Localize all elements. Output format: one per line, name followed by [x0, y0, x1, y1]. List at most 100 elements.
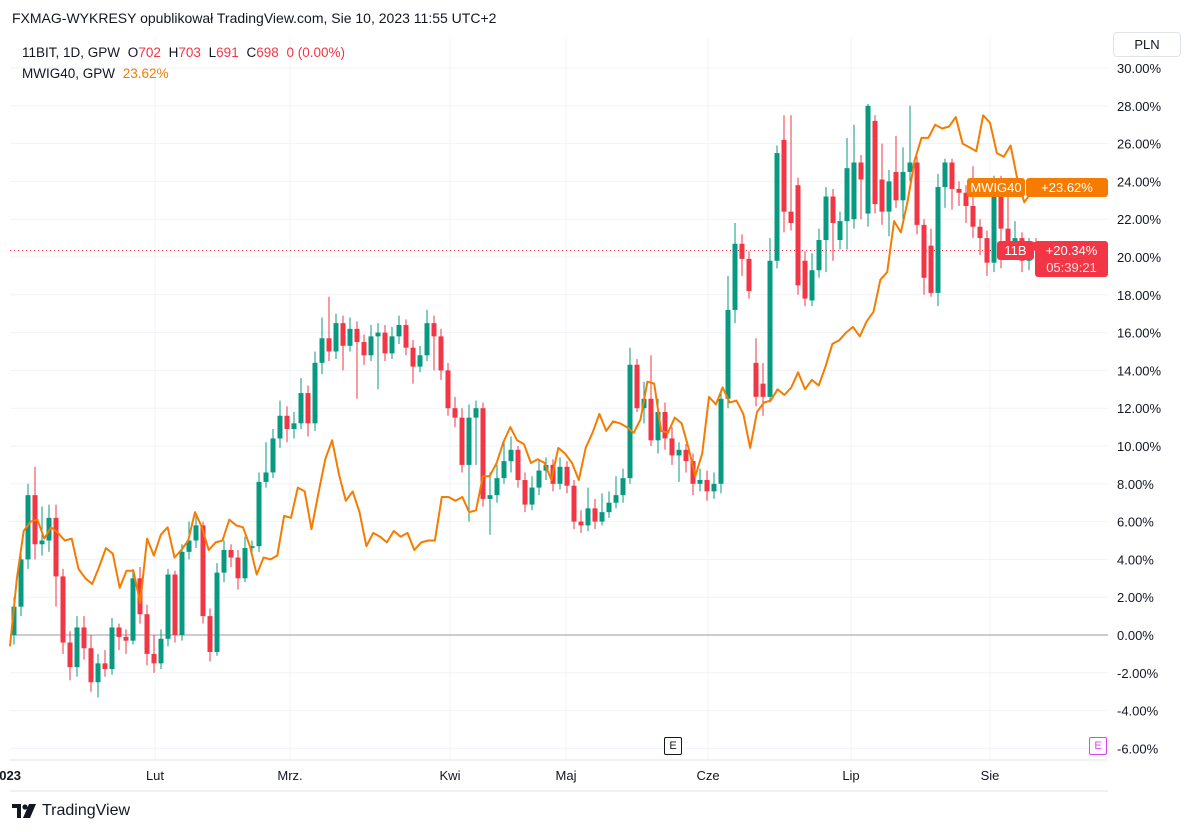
candle-body	[270, 438, 276, 473]
candle-body	[970, 205, 976, 227]
candle-body	[95, 663, 101, 683]
candle	[494, 464, 500, 503]
candle	[242, 536, 248, 583]
candle	[228, 544, 234, 567]
candle-body	[235, 557, 241, 579]
candle	[32, 466, 38, 560]
candle-body	[67, 642, 73, 668]
candle-body	[711, 483, 717, 492]
y-tick-label: 6.00%	[1117, 515, 1154, 530]
candle	[291, 411, 297, 439]
candle-body	[242, 548, 248, 579]
candle-body	[277, 415, 283, 439]
candles	[11, 103, 1039, 698]
candle	[235, 549, 241, 590]
candle-body	[606, 502, 612, 513]
x-tick-label: Maj	[556, 768, 577, 783]
candle	[739, 234, 745, 276]
candle-body	[767, 260, 773, 397]
candle	[354, 321, 360, 399]
candle	[277, 400, 283, 448]
candle-body	[102, 663, 108, 670]
y-tick-label: 20.00%	[1117, 250, 1162, 265]
candle	[956, 181, 962, 206]
price-axis[interactable]: 30.00% 28.00% 26.00% 24.00% 22.00% 20.00% 18.0…	[1117, 61, 1162, 756]
candle	[284, 406, 290, 443]
candle-body	[704, 480, 710, 492]
candle	[431, 315, 437, 371]
currency-button[interactable]: PLN	[1113, 32, 1181, 57]
candle	[207, 608, 213, 662]
candle	[613, 476, 619, 509]
candle-body	[739, 243, 745, 259]
candle	[900, 147, 906, 220]
candle-body	[760, 383, 766, 397]
x-tick-label: Lut	[146, 768, 164, 783]
upcoming-earnings-event-marker[interactable]: E	[1089, 737, 1107, 755]
candle-body	[683, 449, 689, 462]
candle-body	[886, 181, 892, 212]
candle-body	[298, 393, 304, 424]
candle	[886, 170, 892, 237]
candle-body	[431, 323, 437, 337]
candle-body	[795, 185, 801, 286]
y-tick-label: 12.00%	[1117, 401, 1162, 416]
legend-high-label: H	[168, 45, 179, 60]
candle	[774, 145, 780, 269]
candle	[858, 154, 864, 220]
earnings-event-marker[interactable]: E	[664, 737, 682, 755]
candle	[305, 385, 311, 437]
candle-body	[935, 187, 941, 293]
tradingview-logo[interactable]: TradingView	[12, 802, 130, 820]
candle	[921, 219, 927, 295]
candle-body	[109, 627, 115, 670]
candle	[270, 428, 276, 479]
candle-body	[634, 364, 640, 409]
candle	[718, 389, 724, 494]
candle	[767, 238, 773, 403]
y-tick-label: 28.00%	[1117, 99, 1162, 114]
candle	[830, 188, 836, 261]
legend-open-value: 702	[138, 45, 161, 60]
chart-legend: 11BIT, 1D, GPW O702 H703 L691 C698 0 (0.…	[22, 42, 349, 84]
candle	[347, 317, 353, 352]
y-tick-label: 2.00%	[1117, 590, 1154, 605]
candle-body	[501, 461, 507, 479]
time-axis[interactable]: 2023 Lut Mrz. Kwi Maj Cze Lip Sie	[0, 768, 999, 783]
candle-body	[585, 508, 591, 526]
candle	[459, 408, 465, 473]
candle	[179, 544, 185, 641]
candle	[732, 222, 738, 324]
candle	[571, 480, 577, 530]
tradingview-wordmark: TradingView	[42, 802, 131, 819]
candle	[424, 309, 430, 361]
candle-body	[865, 105, 871, 214]
y-tick-label: -4.00%	[1117, 704, 1159, 719]
candle-body	[347, 328, 353, 346]
candle-body	[354, 328, 360, 343]
candle-body	[620, 478, 626, 496]
legend-open-label: O	[127, 45, 139, 60]
legend-compare-symbol: MWIG40, GPW	[22, 66, 116, 81]
candle	[984, 230, 990, 276]
candle-body	[368, 336, 374, 356]
candle-body	[116, 627, 122, 637]
y-tick-label: -6.00%	[1117, 741, 1159, 756]
candle	[67, 631, 73, 681]
candle	[837, 211, 843, 250]
candle	[130, 568, 136, 645]
main-value: +20.34%	[1045, 243, 1098, 258]
candle	[522, 472, 528, 513]
legend-compare-series[interactable]: MWIG40, GPW 23.62%	[22, 63, 349, 84]
candle-body	[193, 525, 199, 541]
legend-high-value: 703	[178, 45, 201, 60]
candle	[333, 313, 339, 360]
candle	[368, 325, 374, 361]
candle-body	[60, 576, 66, 643]
candle	[599, 493, 605, 526]
legend-main-series[interactable]: 11BIT, 1D, GPW O702 H703 L691 C698 0 (0.…	[22, 42, 349, 63]
publication-attribution: FXMAG-WYKRESY opublikował TradingView.co…	[12, 10, 497, 26]
candle	[382, 325, 388, 361]
grid-lines	[10, 38, 1108, 760]
